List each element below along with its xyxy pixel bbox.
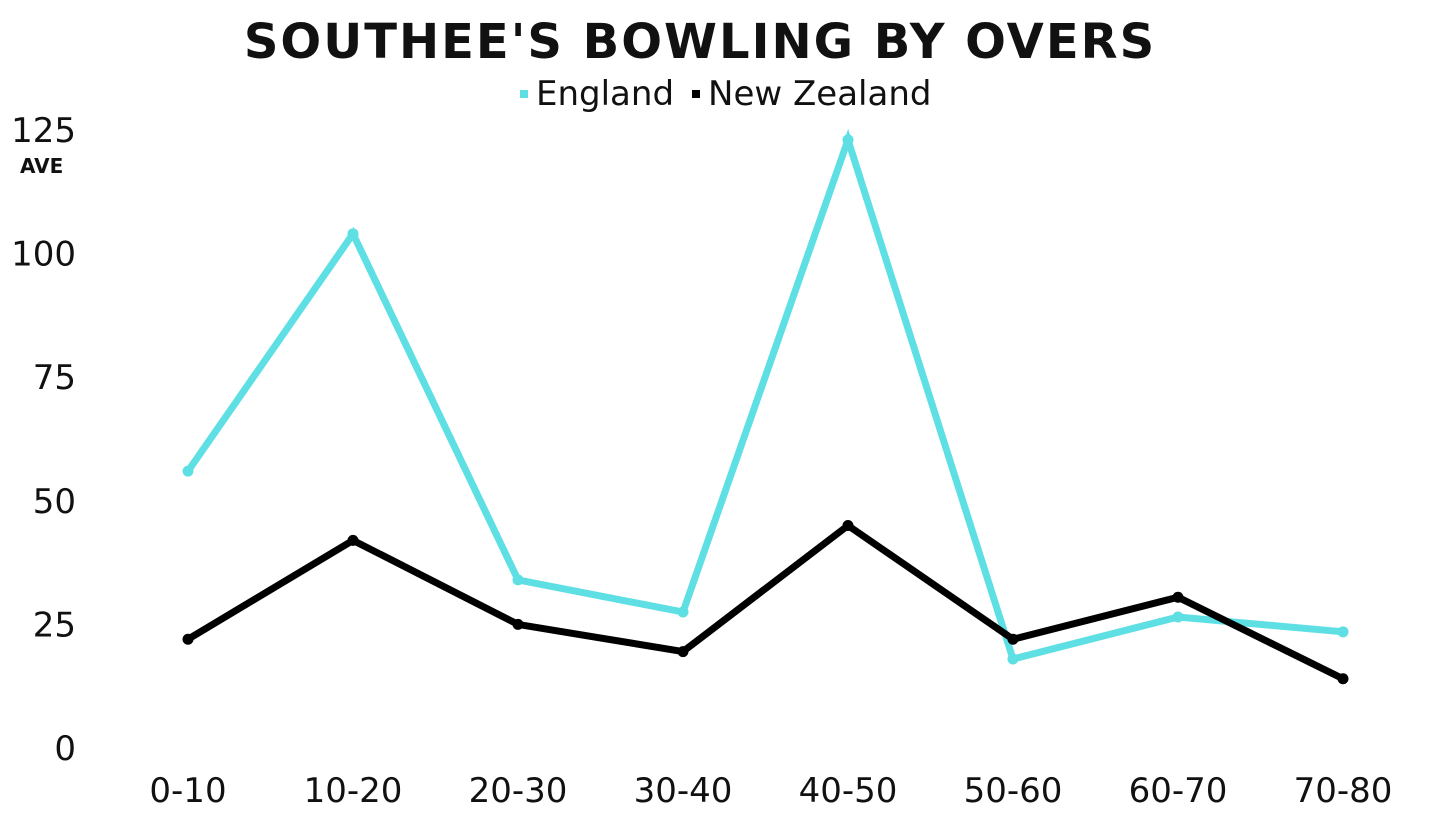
data-point-new-zealand-50-60 [1007,633,1019,645]
data-point-new-zealand-40-50 [842,520,854,532]
y-tick-label-125: 125 [11,111,76,151]
x-tick-label-0-10: 0-10 [149,771,226,811]
x-tick-label-70-80: 70-80 [1294,771,1393,811]
chart-title: SOUTHEE'S BOWLING BY OVERS [243,14,1157,70]
y-tick-label-75: 75 [33,358,76,398]
x-tick-label-30-40: 30-40 [634,771,733,811]
x-tick-label-10-20: 10-20 [304,771,403,811]
data-point-new-zealand-70-80 [1337,673,1349,685]
data-point-england-70-80 [1337,626,1349,638]
data-point-new-zealand-20-30 [512,618,524,630]
y-tick-label-100: 100 [11,235,76,275]
legend-swatch-new-zealand [692,90,701,98]
x-tick-label-50-60: 50-60 [964,771,1063,811]
legend-label-new-zealand: New Zealand [708,74,932,114]
y-tick-label-25: 25 [33,605,76,645]
data-point-new-zealand-10-20 [347,534,359,546]
data-point-england-20-30 [512,574,524,586]
y-tick-label-0: 0 [54,729,76,769]
data-point-england-40-50 [842,134,854,146]
data-point-new-zealand-0-10 [182,633,194,645]
data-point-new-zealand-30-40 [677,646,689,658]
data-point-england-10-20 [347,228,359,240]
data-point-england-50-60 [1007,653,1019,665]
data-point-new-zealand-60-70 [1172,591,1184,603]
y-axis-label: AVE [20,154,64,178]
series-line-england [184,128,1347,664]
y-tick-label-50: 50 [33,482,76,522]
data-point-england-60-70 [1172,611,1184,623]
x-tick-label-40-50: 40-50 [799,771,898,811]
legend: England New Zealand [520,72,931,116]
legend-item-new-zealand: New Zealand [692,74,931,114]
data-point-england-0-10 [182,465,194,477]
legend-item-england: England [520,74,674,114]
x-tick-label-20-30: 20-30 [469,771,568,811]
legend-swatch-england [520,90,528,98]
legend-label-england: England [536,74,675,114]
data-point-england-30-40 [677,606,689,618]
series-line-new-zealand [184,521,1347,683]
x-tick-label-60-70: 60-70 [1129,771,1228,811]
